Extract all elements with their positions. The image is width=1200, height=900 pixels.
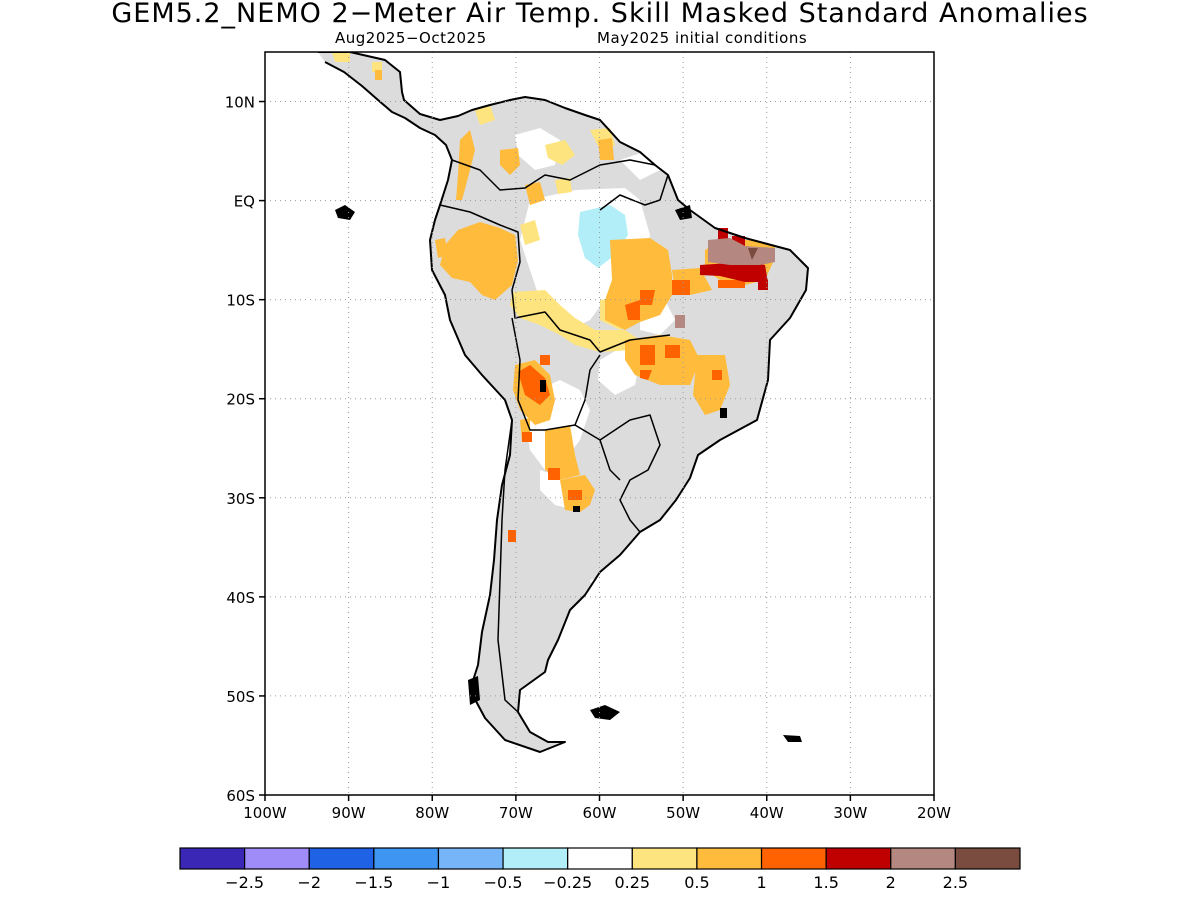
- colorbar-label: 0.25: [614, 873, 650, 892]
- colorbar-label: 1.5: [813, 873, 838, 892]
- lon-tick-label: 40W: [750, 804, 784, 822]
- lon-tick-label: 50W: [666, 804, 700, 822]
- colorbar-swatch: [502, 847, 569, 870]
- lat-tick-label: 40S: [226, 589, 255, 607]
- lat-tick-label: 30S: [226, 490, 255, 508]
- colorbar-swatch: [437, 847, 504, 870]
- colorbar-swatch: [244, 847, 310, 870]
- map-canvas: [318, 52, 809, 753]
- latitude-axis: 10N EQ 10S 20S 30S 40S 50S 60S: [225, 94, 265, 805]
- colorbar-swatch: [308, 847, 375, 870]
- colorbar-swatch: [696, 847, 763, 870]
- colorbar-swatch: [567, 847, 633, 870]
- colorbar-label: −0.5: [484, 873, 523, 892]
- colorbar-swatch: [760, 847, 827, 870]
- colorbar-swatch: [373, 847, 440, 870]
- extreme-positive-regions: [675, 238, 775, 328]
- strong-positive-regions: [508, 280, 745, 542]
- longitude-axis: 100W 90W 80W 70W 60W 50W 40W 30W 20W: [243, 795, 951, 822]
- colorbar-label: −1.5: [354, 873, 393, 892]
- colorbar-label: 1: [756, 873, 766, 892]
- initial-conditions: May2025 initial conditions: [597, 29, 808, 47]
- colorbar-swatch: [825, 847, 892, 870]
- colorbar-label: 0.5: [684, 873, 709, 892]
- colorbar-label: 2: [886, 873, 896, 892]
- colorbar-swatch: [179, 847, 246, 870]
- lat-tick-label: 20S: [226, 391, 255, 409]
- country-borders: [439, 159, 671, 713]
- coastline: [318, 52, 809, 753]
- lon-tick-label: 90W: [332, 804, 366, 822]
- lat-tick-label: EQ: [234, 193, 255, 211]
- lat-tick-label: 10N: [225, 94, 255, 112]
- colorbar-label: 2.5: [943, 873, 968, 892]
- valid-period: Aug2025−Oct2025: [335, 29, 487, 47]
- lon-tick-label: 60W: [583, 804, 617, 822]
- lat-tick-label: 10S: [226, 292, 255, 310]
- colorbar-swatch: [631, 847, 698, 870]
- lon-tick-label: 80W: [415, 804, 449, 822]
- colorbar-swatch: [954, 847, 1021, 870]
- islands: [335, 205, 802, 742]
- colorbar-label: −0.25: [543, 873, 592, 892]
- colorbar-label: −2.5: [225, 873, 264, 892]
- lon-tick-label: 100W: [243, 804, 287, 822]
- lon-tick-label: 30W: [833, 804, 867, 822]
- colorbar-swatch: [890, 847, 956, 870]
- lat-tick-label: 60S: [226, 787, 255, 805]
- colorbar-label: −1: [427, 873, 451, 892]
- lon-tick-label: 20W: [917, 804, 951, 822]
- map-title: GEM5.2_NEMO 2−Meter Air Temp. Skill Mask…: [111, 0, 1089, 29]
- colorbar: −2.5 −2 −1.5 −1 −0.5 −0.25 0.25 0.5 1 1.5 2 2.5: [179, 847, 1021, 892]
- lon-tick-label: 70W: [499, 804, 533, 822]
- lat-tick-label: 50S: [226, 688, 255, 706]
- colorbar-label: −2: [297, 873, 321, 892]
